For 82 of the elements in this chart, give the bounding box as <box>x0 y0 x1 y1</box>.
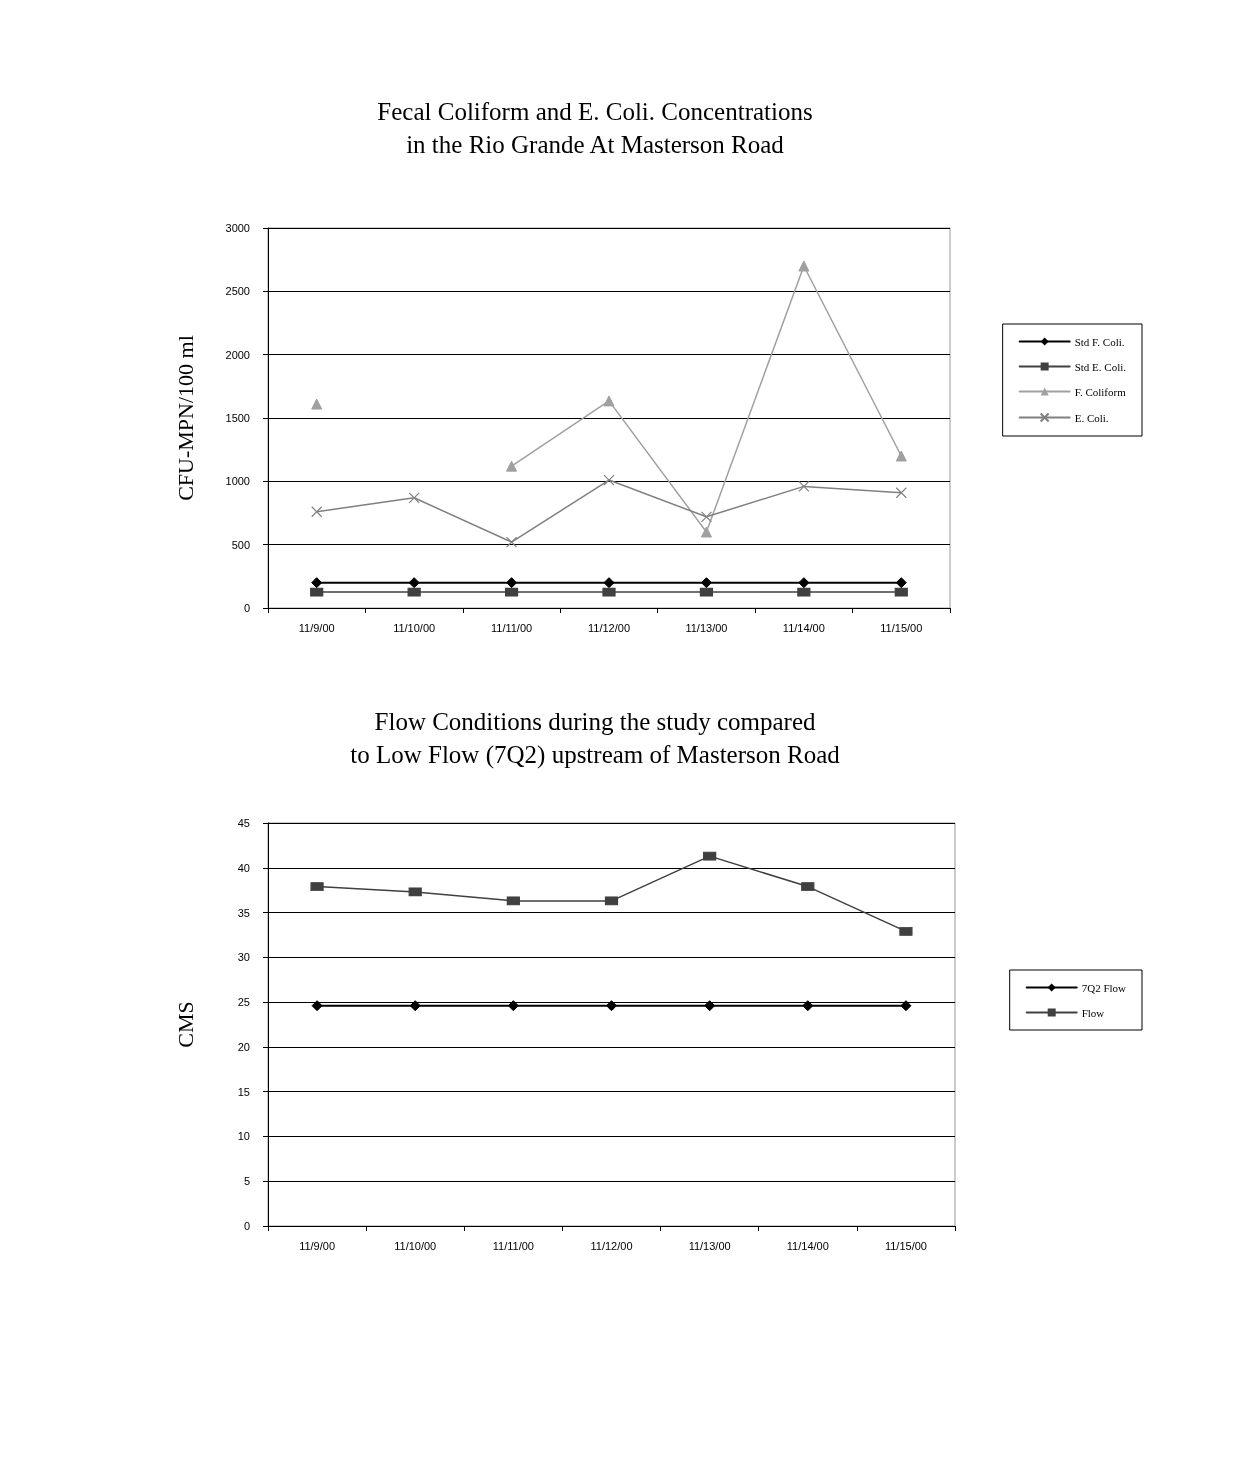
point <box>798 480 810 492</box>
y-tick-label: 1500 <box>225 412 250 424</box>
legend-label: 7Q2 Flow <box>1081 981 1127 994</box>
point <box>602 587 616 597</box>
point <box>603 395 615 407</box>
x-tick-label: 11/10/00 <box>394 1239 437 1252</box>
x-tick-label: 11/9/00 <box>298 621 335 634</box>
y-tick-label: 500 <box>231 538 250 551</box>
point <box>605 896 618 906</box>
point <box>506 460 518 472</box>
y-tick-label: 10 <box>237 1130 250 1143</box>
point <box>895 450 907 462</box>
point <box>700 526 712 538</box>
y-tick-label: 30 <box>237 951 250 964</box>
y-tick-label: 2000 <box>225 348 250 361</box>
point <box>899 926 913 936</box>
y-tick-label: 3000 <box>225 222 250 234</box>
point <box>311 506 323 518</box>
chart-title: Flow Conditions during the study compared to Low Flow (7Q2) upstream of Masterson Road <box>350 708 841 769</box>
point <box>700 577 712 589</box>
point <box>505 536 518 548</box>
legend-label: Flow <box>1081 1006 1105 1019</box>
x-tick-label: 11/12/00 <box>587 621 631 634</box>
point <box>408 492 420 504</box>
y-tick-label: 0 <box>243 602 250 614</box>
point <box>506 577 518 589</box>
x-tick-label: 11/13/00 <box>688 1239 731 1252</box>
y-tick-label: 1000 <box>225 475 250 488</box>
legend-label: F. Coliform <box>1074 385 1127 398</box>
point <box>798 260 810 272</box>
chart-title: Fecal Coliform and E. Coli. Concentrations in the Rio Grande At Masterson Road <box>377 98 813 158</box>
point <box>801 882 815 892</box>
x-tick-label: 11/11/00 <box>492 1239 534 1252</box>
point <box>802 1000 814 1012</box>
point <box>507 1000 519 1012</box>
point <box>311 577 323 589</box>
y-tick-label: 5 <box>243 1175 250 1188</box>
y-axis-title: CMS <box>172 1001 198 1048</box>
point <box>408 577 420 589</box>
point <box>311 1000 323 1012</box>
y-tick-label: 20 <box>237 1040 250 1053</box>
point <box>798 577 810 589</box>
y-tick-label: 45 <box>237 817 250 829</box>
point <box>407 587 421 597</box>
point <box>703 851 717 861</box>
point <box>900 1000 912 1012</box>
x-tick-label: 11/14/00 <box>786 1239 829 1252</box>
y-tick-label: 0 <box>243 1220 250 1232</box>
y-tick-label: 2500 <box>225 285 250 298</box>
point <box>506 896 520 906</box>
legend-label: Std E. Coli. <box>1074 360 1127 373</box>
x-tick-label: 11/9/00 <box>299 1239 336 1252</box>
x-tick-label: 11/11/00 <box>490 621 533 634</box>
legend-label: E. Coli. <box>1074 411 1109 424</box>
point <box>409 1000 421 1012</box>
point <box>895 487 907 499</box>
point <box>505 587 519 597</box>
point <box>895 577 907 589</box>
legend-label: Std F. Coli. <box>1074 335 1125 348</box>
point <box>606 1000 617 1012</box>
x-tick-label: 11/13/00 <box>685 621 728 634</box>
y-tick-label: 35 <box>237 906 250 919</box>
y-tick-label: 15 <box>237 1085 250 1098</box>
y-axis-title: CFU-MPN/100 ml <box>172 335 198 501</box>
point <box>797 587 811 597</box>
point <box>603 577 615 589</box>
point <box>310 882 324 892</box>
point <box>311 398 323 410</box>
y-tick-label: 40 <box>237 861 250 874</box>
x-tick-label: 11/14/00 <box>782 621 825 634</box>
point <box>699 587 713 597</box>
point <box>704 1000 716 1012</box>
point <box>408 887 422 897</box>
point <box>700 511 713 523</box>
x-tick-label: 11/10/00 <box>393 621 436 634</box>
point <box>310 587 324 597</box>
point <box>894 587 908 597</box>
x-tick-label: 11/15/00 <box>880 621 923 634</box>
x-tick-label: 11/12/00 <box>590 1239 633 1252</box>
y-tick-label: 25 <box>237 996 250 1009</box>
point <box>603 474 615 486</box>
x-tick-label: 11/15/00 <box>884 1239 927 1252</box>
